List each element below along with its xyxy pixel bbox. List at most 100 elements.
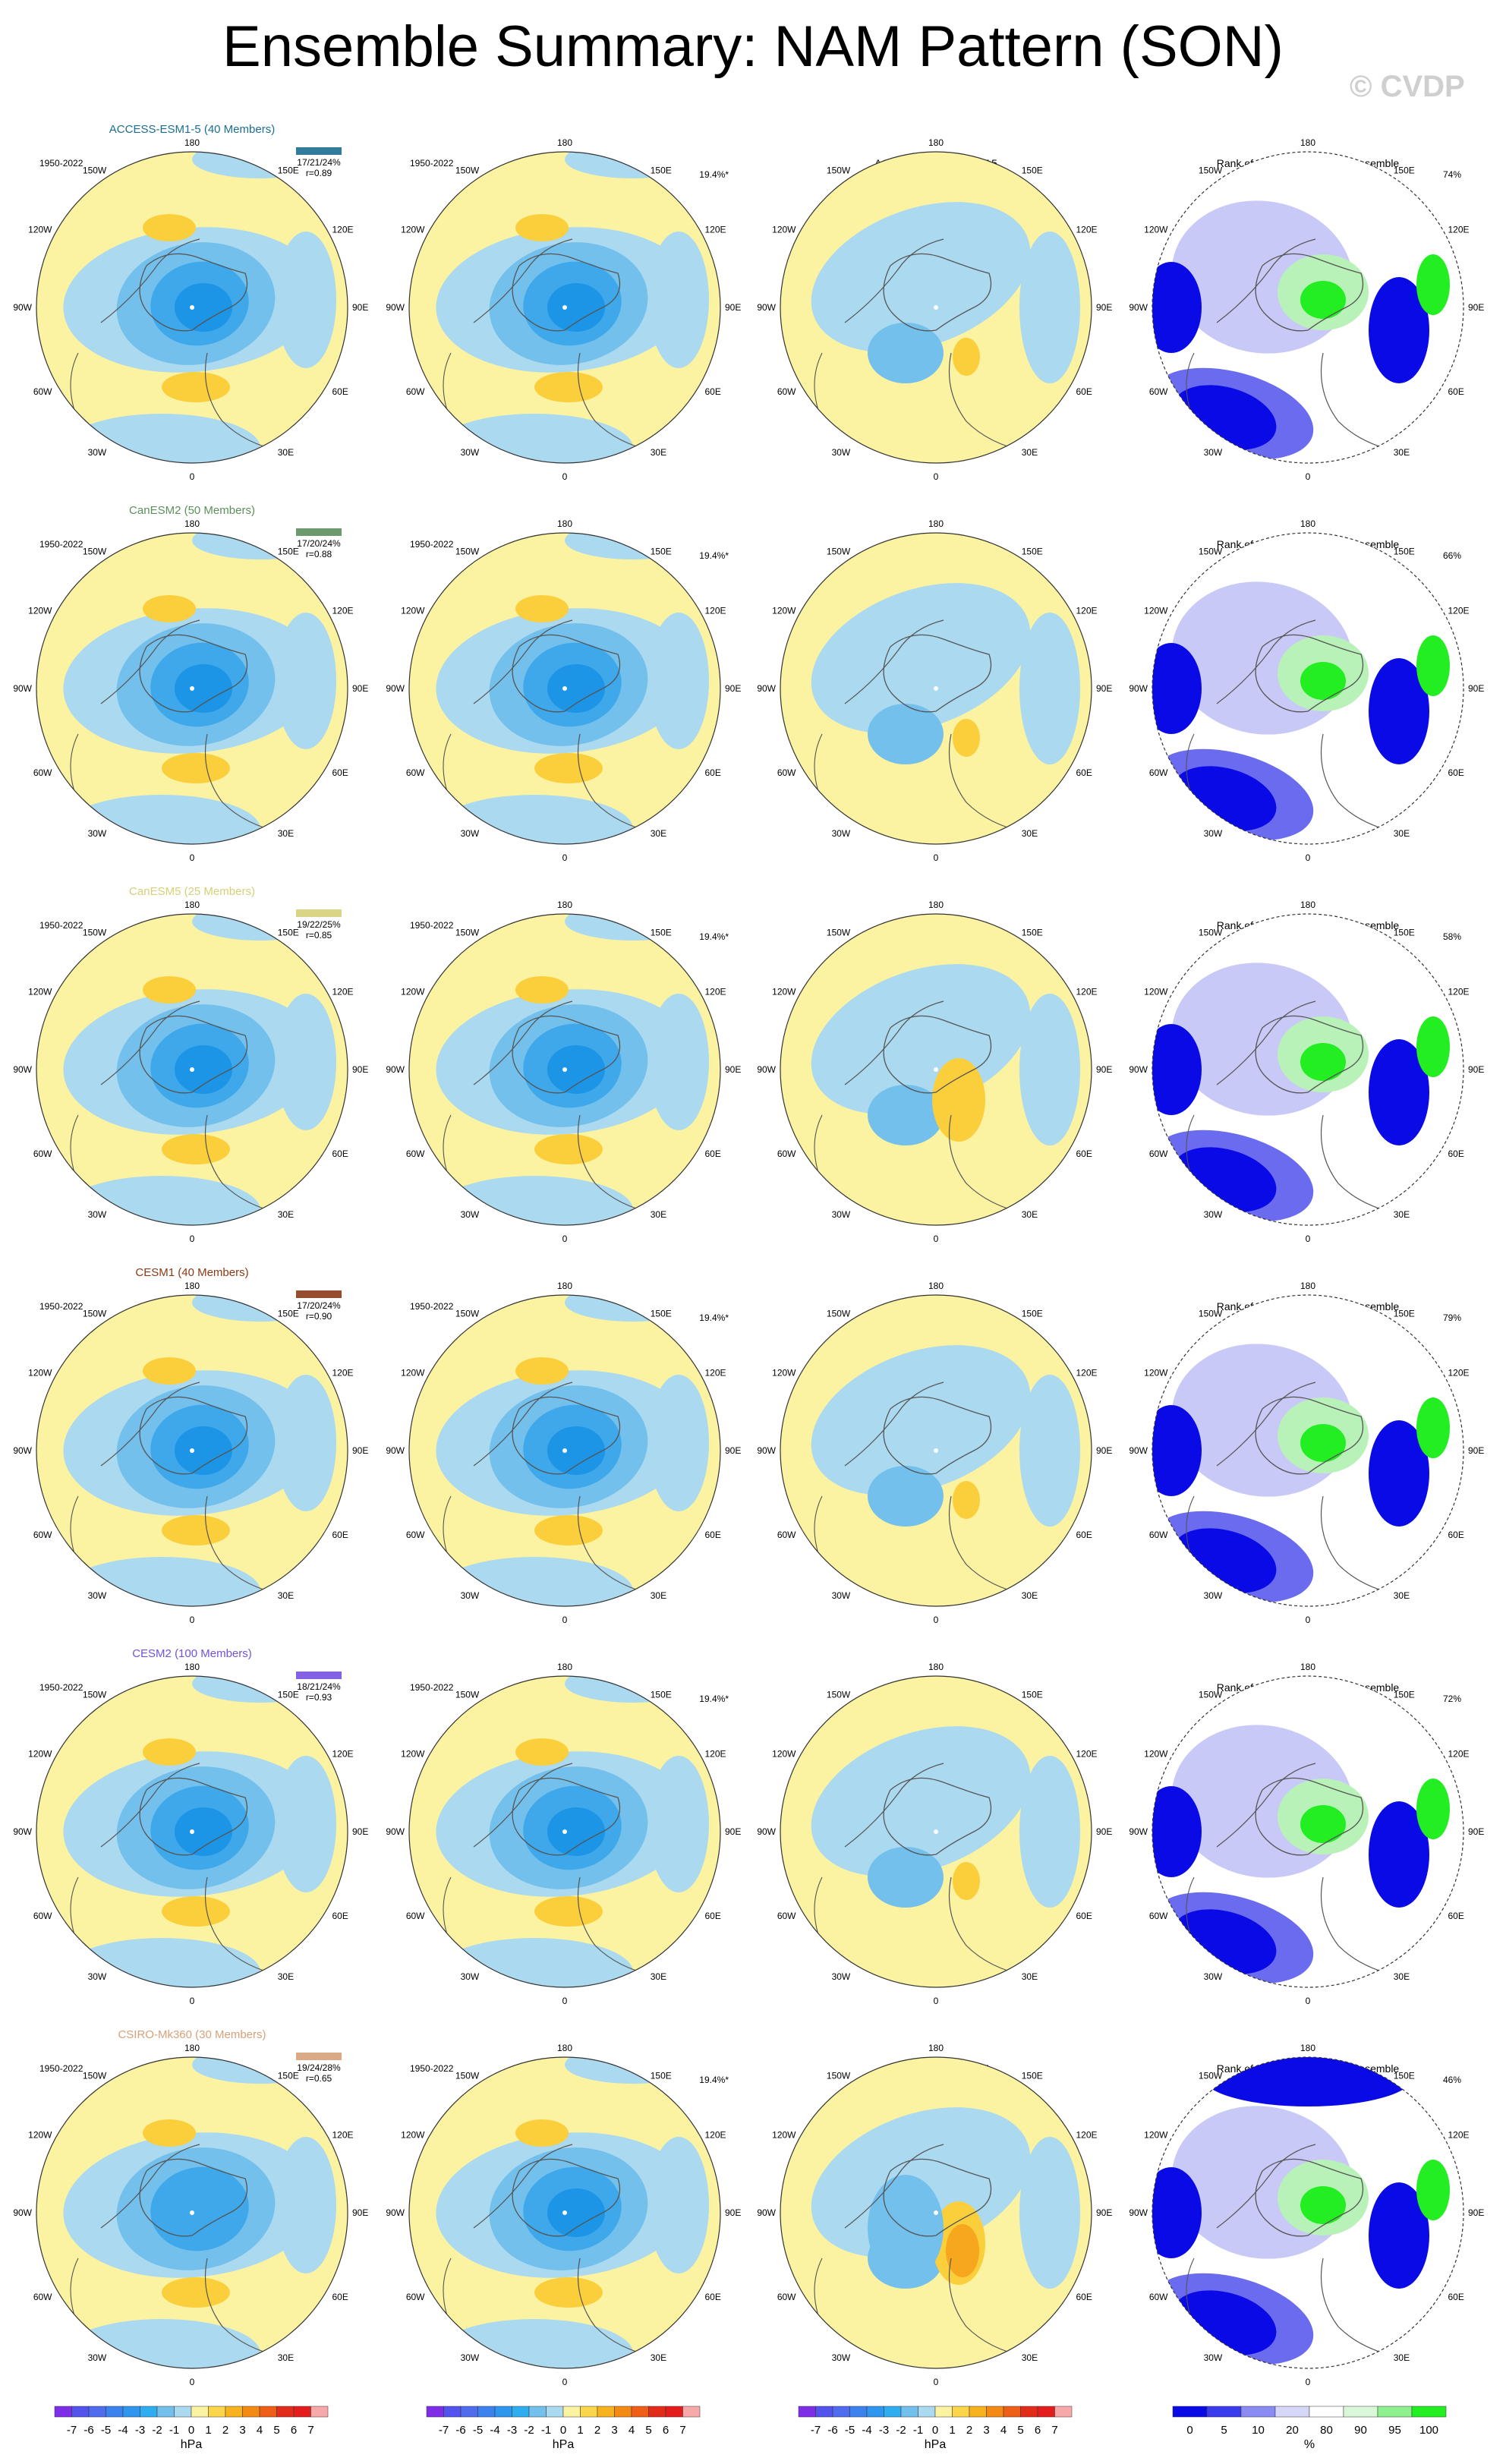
lon-label-180: 180 — [184, 2043, 200, 2053]
contour-region — [547, 1426, 605, 1475]
coastline — [883, 634, 992, 713]
contour-region — [515, 2119, 569, 2147]
lon-label-90w: 90W — [13, 1826, 32, 1837]
coastline — [512, 1396, 621, 1475]
lon-label-180: 180 — [557, 900, 572, 910]
colorbar-tick: 1 — [205, 2424, 211, 2437]
lon-label-0: 0 — [1306, 1615, 1311, 1625]
lon-label-60w: 60W — [33, 1911, 52, 1921]
contour-region — [1369, 658, 1429, 764]
coastline — [844, 1763, 944, 1848]
lon-label-90w: 90W — [1129, 2207, 1148, 2218]
lon-label-120e: 120E — [705, 2130, 726, 2141]
lon-label-120e: 120E — [332, 987, 354, 997]
lon-label-60w: 60W — [406, 1530, 425, 1540]
contour-region — [1416, 2160, 1450, 2220]
contour-region — [565, 1295, 701, 1322]
lon-label-180: 180 — [928, 518, 944, 529]
lon-label-60e: 60E — [705, 386, 721, 397]
polar-map: 180 0 150W 150E 120W 120E 90W 90E 60W 60E 30W 30E — [1129, 1281, 1484, 1625]
lon-label-90e: 90E — [352, 2207, 368, 2218]
lon-label-90w: 90W — [13, 1064, 32, 1075]
lon-label-150w: 150W — [83, 2071, 107, 2081]
contour-region — [175, 283, 232, 332]
map-border — [36, 2056, 348, 2369]
lon-label-120e: 120E — [1448, 1749, 1470, 1760]
lon-label-90e: 90E — [1468, 1826, 1484, 1837]
coastline — [139, 1015, 248, 1094]
colorbar-tick: 4 — [257, 2424, 263, 2437]
lon-label-180: 180 — [1300, 1281, 1315, 1291]
coastline — [100, 1000, 200, 1085]
map-border — [408, 1675, 721, 1988]
contour-region — [565, 914, 701, 941]
lon-label-60e: 60E — [1076, 1911, 1092, 1921]
lon-label-30e: 30E — [1394, 1209, 1410, 1220]
map-fill — [1152, 914, 1463, 1225]
colorbar-swatch — [866, 2406, 884, 2418]
colorbar-swatch — [1377, 2406, 1413, 2418]
model-label: CESM1 (40 Members) — [135, 1266, 248, 1279]
obs-variance-pct: 19.4%* — [699, 169, 729, 180]
rank-pct: 66% — [1443, 550, 1461, 561]
lon-label-0: 0 — [562, 2377, 568, 2387]
contour-region — [534, 1134, 603, 1164]
lon-label-30e: 30E — [651, 447, 666, 458]
lon-label-90w: 90W — [386, 683, 405, 694]
colorbar-tick: 7 — [679, 2424, 685, 2437]
map-border — [36, 532, 348, 845]
colorbar-swatch — [122, 2406, 140, 2418]
contour-region — [1369, 277, 1429, 383]
lon-label-30w: 30W — [832, 1590, 851, 1601]
lon-label-90e: 90E — [725, 1445, 741, 1456]
lon-label-150w: 150W — [827, 928, 851, 938]
contour-region — [1019, 1756, 1080, 1908]
lon-label-90e: 90E — [1468, 302, 1484, 313]
obs-variance-pct: 19.4%* — [699, 2075, 729, 2085]
model-label: ACCESS-ESM1-5 (40 Members) — [109, 123, 275, 136]
pattern-correlation: r=0.85 — [306, 930, 332, 941]
lon-label-90w: 90W — [757, 683, 776, 694]
coastline — [1255, 1777, 1364, 1856]
contour-region — [175, 1807, 232, 1856]
lon-label-120e: 120E — [705, 1368, 726, 1379]
map-fill — [1152, 533, 1463, 844]
colorbar-tick: 1 — [949, 2424, 955, 2437]
contour-region — [648, 2137, 709, 2273]
colorbar-swatch — [631, 2406, 649, 2418]
lon-label-180: 180 — [557, 1281, 572, 1291]
lon-label-150w: 150W — [455, 928, 480, 938]
lon-label-60e: 60E — [1448, 2292, 1464, 2302]
coastline — [1320, 733, 1400, 833]
coastline — [204, 2258, 284, 2358]
lon-label-90w: 90W — [13, 683, 32, 694]
polar-map: 180 0 150W 150E 120W 120E 90W 90E 60W 60E 30W 30E — [1129, 137, 1484, 482]
lon-label-0: 0 — [934, 471, 939, 482]
coastline — [1255, 1396, 1364, 1475]
contour-region — [1416, 1016, 1450, 1077]
lon-label-0: 0 — [1306, 471, 1311, 482]
lon-label-30e: 30E — [1022, 1209, 1038, 1220]
contour-region — [868, 1466, 944, 1527]
coastline — [1255, 1015, 1364, 1094]
lon-label-60e: 60E — [1448, 1530, 1464, 1540]
lon-label-180: 180 — [184, 518, 200, 529]
contour-region — [565, 2057, 701, 2084]
map-fill — [409, 1295, 720, 1606]
lon-label-180: 180 — [928, 1662, 944, 1672]
lon-label-180: 180 — [928, 137, 944, 148]
pole-marker — [934, 1829, 938, 1834]
lon-label-90e: 90E — [725, 2207, 741, 2218]
rank-pct: 74% — [1443, 169, 1461, 180]
lon-label-60e: 60E — [1448, 1149, 1464, 1159]
coastline — [883, 1777, 992, 1856]
colorbar-swatch — [934, 2406, 953, 2418]
colorbar-tick: -5 — [101, 2424, 111, 2437]
lon-label-0: 0 — [934, 1996, 939, 2006]
ensemble-stats: 19/22/25% — [297, 919, 341, 930]
lon-label-30e: 30E — [1022, 828, 1038, 839]
contour-region — [436, 2319, 633, 2368]
lon-label-180: 180 — [557, 2043, 572, 2053]
map-fill — [1152, 1295, 1463, 1606]
colorbar-swatch — [54, 2406, 72, 2418]
